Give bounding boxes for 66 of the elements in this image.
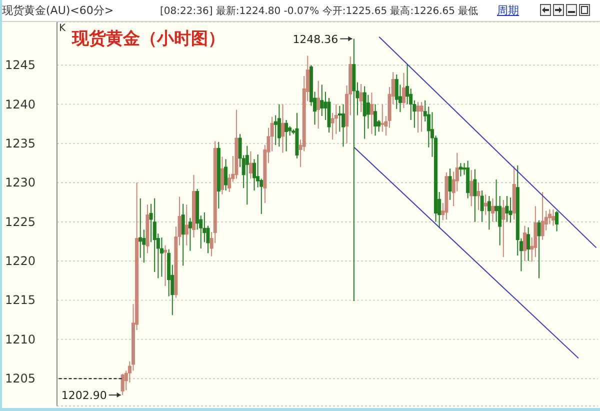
- candlestick: [366, 94, 370, 130]
- candlestick: [480, 190, 484, 222]
- candlestick: [380, 104, 384, 132]
- text: 周期: [497, 3, 519, 18]
- candlestick: [458, 162, 462, 177]
- y-tick-label: 1245: [5, 58, 36, 72]
- candlestick: [316, 80, 320, 130]
- candlestick: [277, 104, 281, 148]
- candlestick: [394, 74, 398, 110]
- candlestick: [508, 197, 512, 224]
- annotation: K: [59, 23, 66, 34]
- candlestick: [164, 244, 168, 287]
- candlestick: [359, 83, 363, 113]
- candlestick: [490, 198, 494, 222]
- candlestick: [245, 145, 249, 206]
- candlestick: [248, 150, 252, 180]
- y-tick-label: 1215: [5, 293, 36, 308]
- y-tick-label: 1225: [5, 214, 36, 229]
- candlestick: [505, 195, 509, 222]
- candlestick: [120, 373, 124, 396]
- text: 现货黄金(AU)<60分>: [2, 3, 114, 18]
- candlestick: [320, 84, 324, 117]
- annotation: 1248.36: [292, 32, 338, 46]
- candlestick: [526, 226, 530, 262]
- candlestick: [484, 194, 488, 216]
- annotation: 1202.90: [61, 389, 107, 402]
- candlestick: [352, 38, 356, 302]
- candlestick: [551, 208, 555, 226]
- candlestick: [220, 156, 224, 195]
- candlestick: [341, 104, 345, 148]
- candlestick: [181, 203, 185, 266]
- candlestick: [188, 217, 192, 252]
- candlestick: [224, 158, 228, 191]
- candlestick: [402, 72, 406, 109]
- candlestick: [138, 198, 142, 258]
- candlestick: [502, 199, 506, 258]
- y-tick-label: 1240: [5, 97, 36, 112]
- candlestick: [470, 170, 474, 207]
- candlestick: [274, 114, 278, 146]
- y-tick-label: 1210: [5, 332, 36, 346]
- y-tick-label: 1205: [5, 372, 36, 386]
- candlestick: [284, 119, 288, 152]
- candlestick: [338, 105, 342, 132]
- candlestick: [537, 220, 541, 279]
- y-tick-label: 1235: [5, 136, 36, 150]
- candlestick: [160, 237, 164, 278]
- y-tick-label: 1230: [5, 176, 36, 190]
- candlestick: [523, 225, 527, 262]
- candlestick: [555, 210, 559, 232]
- candlestick: [280, 104, 284, 154]
- candlestick: [374, 104, 378, 136]
- candlestick: [540, 192, 544, 240]
- candlestick: [370, 92, 374, 135]
- candlestick: [420, 101, 424, 132]
- candlestick: [362, 86, 366, 140]
- candlestick: [288, 126, 292, 136]
- candlestick: [476, 182, 480, 211]
- candlestick: [252, 158, 256, 191]
- candlestick: [473, 168, 477, 222]
- candlestick: [487, 195, 491, 230]
- y-tick-label: 1220: [5, 254, 36, 268]
- text: 现货黄金（小时图）: [72, 28, 225, 50]
- text: [08:22:36] 最新:1224.80 -0.07% 今开:1225.65 最高:1226.65 最低: [160, 4, 478, 18]
- candlestick: [448, 168, 452, 200]
- candlestick: [184, 204, 188, 246]
- candlestick: [416, 101, 420, 133]
